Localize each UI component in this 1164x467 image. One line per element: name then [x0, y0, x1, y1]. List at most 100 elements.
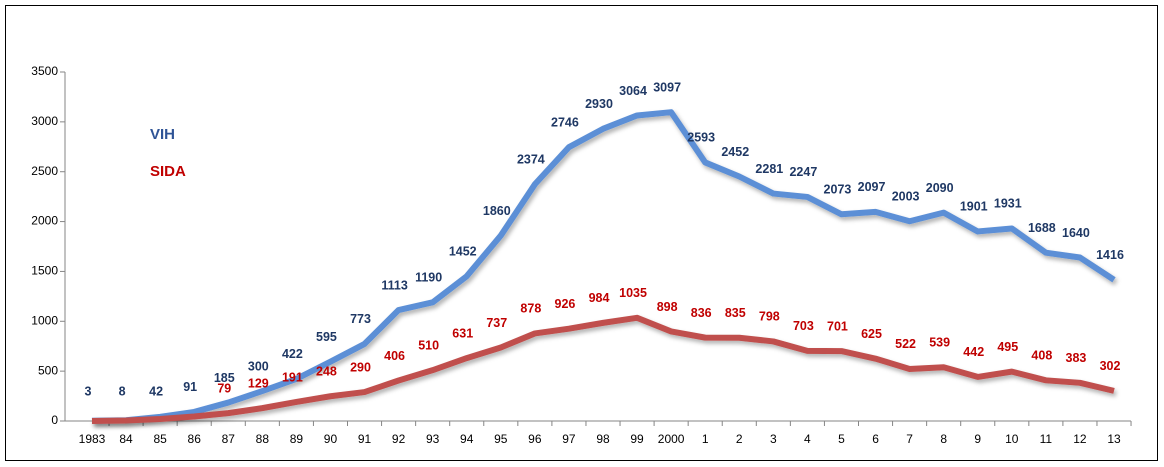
data-label: 703	[793, 319, 814, 333]
y-tick-label: 3500	[31, 64, 58, 78]
data-label: 737	[486, 316, 507, 330]
data-label: 2452	[721, 145, 749, 159]
data-label: 442	[963, 345, 984, 359]
data-label: 406	[384, 349, 405, 363]
x-tick-label: 96	[528, 432, 542, 446]
data-label: 1190	[415, 271, 442, 285]
data-label: 2247	[789, 165, 817, 179]
data-label: 1901	[960, 200, 988, 214]
x-tick-label: 99	[630, 432, 644, 446]
x-tick-label: 84	[119, 432, 133, 446]
data-label: 1452	[449, 245, 477, 259]
data-label: 2090	[926, 181, 954, 195]
legend-label: SIDA	[150, 163, 186, 180]
data-label: 3097	[653, 80, 681, 94]
data-label: 8	[119, 384, 126, 398]
data-label: 878	[520, 302, 541, 316]
data-label: 798	[759, 310, 780, 324]
data-label: 1113	[381, 278, 407, 292]
data-label: 2003	[892, 190, 920, 204]
y-tick-label: 500	[38, 363, 58, 377]
data-label: 42	[149, 384, 163, 398]
legend-label: VIH	[150, 126, 175, 143]
data-label: 898	[657, 300, 678, 314]
y-tick-label: 2000	[31, 214, 58, 228]
data-label: 2097	[858, 180, 886, 194]
x-tick-label: 98	[596, 432, 610, 446]
data-label: 1640	[1062, 226, 1090, 240]
y-tick-label: 0	[51, 413, 58, 427]
data-label: 835	[725, 306, 746, 320]
x-tick-label: 85	[153, 432, 167, 446]
data-label: 539	[929, 336, 950, 350]
data-label: 2930	[585, 97, 613, 111]
data-label: 290	[350, 360, 371, 374]
data-label: 191	[282, 370, 303, 384]
x-tick-label: 11	[1040, 432, 1053, 446]
data-label: 422	[282, 347, 303, 361]
data-label: 129	[248, 376, 269, 390]
x-tick-label: 3	[770, 432, 777, 446]
y-tick-label: 2500	[31, 164, 58, 178]
data-label: 1688	[1028, 221, 1056, 235]
x-tick-label: 7	[906, 432, 913, 446]
data-label: 383	[1066, 351, 1087, 365]
data-label: 495	[997, 340, 1018, 354]
data-label: 1035	[619, 286, 647, 300]
data-label: 625	[861, 327, 882, 341]
y-tick-label: 1500	[31, 264, 58, 278]
x-tick-label: 8	[940, 432, 947, 446]
x-tick-label: 4	[804, 432, 811, 446]
x-tick-label: 88	[256, 432, 270, 446]
data-label: 2746	[551, 115, 579, 129]
x-tick-label: 2	[736, 432, 743, 446]
x-tick-label: 2000	[658, 432, 685, 446]
x-tick-label: 86	[188, 432, 202, 446]
x-tick-label: 10	[1005, 432, 1019, 446]
data-label: 3	[85, 384, 92, 398]
data-label: 91	[183, 380, 197, 394]
x-tick-label: 9	[974, 432, 981, 446]
x-tick-label: 1983	[79, 432, 106, 446]
data-label: 302	[1100, 359, 1121, 373]
data-label: 408	[1031, 349, 1052, 363]
series-line	[91, 109, 1116, 424]
data-label: 926	[555, 297, 576, 311]
x-tick-label: 94	[460, 432, 474, 446]
data-label: 1416	[1096, 248, 1124, 262]
data-label: 701	[827, 319, 848, 333]
x-tick-label: 13	[1107, 432, 1121, 446]
x-tick-label: 90	[324, 432, 338, 446]
data-label: 984	[589, 291, 610, 305]
series-line	[91, 314, 1115, 424]
data-label: 300	[248, 359, 269, 373]
data-label: 1931	[994, 197, 1022, 211]
data-label: 836	[691, 306, 712, 320]
x-tick-label: 93	[426, 432, 440, 446]
x-tick-label: 97	[562, 432, 576, 446]
x-tick-label: 12	[1073, 432, 1087, 446]
data-label: 2374	[517, 153, 545, 167]
x-tick-label: 6	[872, 432, 879, 446]
data-label: 248	[316, 365, 337, 379]
x-tick-label: 1	[702, 432, 709, 446]
x-tick-label: 92	[392, 432, 406, 446]
data-label: 522	[895, 337, 916, 351]
data-label: 595	[316, 330, 337, 344]
data-label: 3064	[619, 84, 647, 98]
data-label: 510	[418, 338, 439, 352]
x-tick-label: 5	[838, 432, 845, 446]
data-label: 631	[452, 326, 473, 340]
data-label: 185	[214, 371, 235, 385]
data-label: 2281	[755, 162, 783, 176]
data-label: 79	[217, 381, 231, 395]
x-tick-label: 87	[222, 432, 236, 446]
data-label: 773	[350, 312, 371, 326]
x-tick-label: 95	[494, 432, 508, 446]
y-tick-label: 3000	[31, 114, 58, 128]
chart-frame	[5, 5, 1158, 461]
data-label: 1860	[483, 204, 511, 218]
x-tick-label: 89	[290, 432, 304, 446]
